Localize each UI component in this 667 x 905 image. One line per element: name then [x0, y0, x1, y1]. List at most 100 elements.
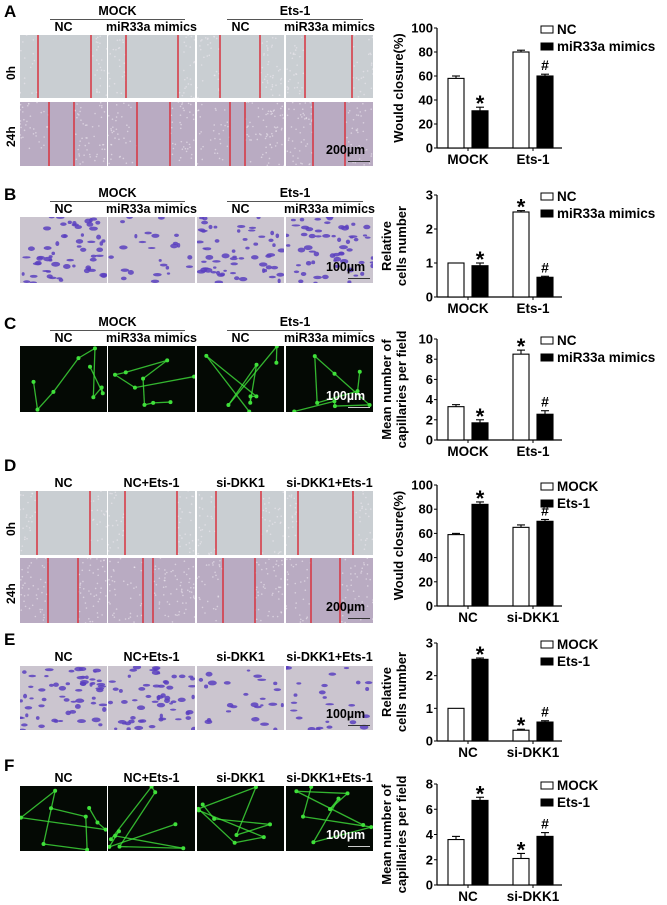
micrograph-scratch0 [197, 35, 284, 98]
micrograph-transwell [108, 217, 195, 283]
column-label: NC+Ets-1 [123, 476, 180, 490]
column-label: si-DKK1+Ets-1 [286, 771, 373, 785]
legend-swatch [540, 353, 554, 362]
significance-mark: * [476, 486, 485, 511]
legend-label: NC [557, 22, 577, 37]
category-label: MOCK [447, 301, 488, 316]
bar [471, 658, 489, 742]
panel-letter: B [4, 185, 17, 204]
panel-letter: E [4, 630, 16, 649]
category-label: NC [458, 745, 478, 760]
y-axis-label: Relative [379, 667, 394, 717]
y-tick-label: 0 [426, 141, 433, 156]
micrograph-scratch0 [20, 491, 107, 555]
group-header: Ets-1 [279, 4, 311, 18]
legend-label: miR33a mimics [557, 39, 655, 54]
significance-mark: * [476, 247, 485, 272]
group-underline [50, 201, 185, 202]
category-label: si-DKK1 [507, 610, 560, 625]
micrograph-tube [108, 786, 195, 851]
legend-swatch [540, 25, 554, 34]
scale-bar [348, 846, 370, 847]
bar [512, 51, 530, 149]
micrograph-scratch24 [286, 558, 373, 623]
column-label: miR33a mimics [105, 331, 198, 345]
y-axis-label: Would closure(%) [391, 491, 406, 601]
y-tick-label: 2 [426, 852, 433, 867]
legend-label: miR33a mimics [557, 350, 655, 365]
bar [536, 75, 554, 149]
legend-swatch [540, 209, 554, 218]
category-label: Ets-1 [516, 301, 550, 316]
bar [536, 721, 554, 742]
category-label: NC [458, 610, 478, 625]
significance-mark: # [541, 502, 549, 518]
y-tick-label: 6 [426, 372, 433, 387]
scale-bar-label: 200µm [326, 600, 366, 614]
y-tick-label: 4 [426, 827, 434, 842]
column-label: NC [54, 476, 73, 490]
y-tick-label: 8 [426, 352, 433, 367]
scale-bar-label: 100µm [326, 260, 366, 274]
category-label: MOCK [447, 444, 488, 459]
chart-C: 0 2 4 6 8 10 Mean number of capillaries per fie… [379, 331, 655, 459]
group-header: MOCK [98, 4, 137, 18]
y-axis-label: Relative [379, 221, 394, 271]
y-tick-label: 3 [426, 636, 433, 651]
y-tick-label: 100 [411, 478, 433, 493]
y-axis-label: Mean number of [379, 339, 394, 440]
category-label: Ets-1 [516, 152, 550, 167]
bar [471, 503, 489, 607]
micrograph-transwell [286, 217, 373, 283]
y-axis-label: cells number [394, 206, 409, 286]
y-tick-label: 60 [419, 69, 433, 84]
scale-bar [348, 618, 370, 619]
legend-label: MOCK [557, 778, 598, 793]
scale-bar [348, 407, 370, 408]
micrograph-tube [20, 346, 107, 412]
scale-bar-label: 200µm [326, 143, 366, 157]
group-header: Ets-1 [279, 315, 311, 329]
y-tick-label: 1 [426, 256, 433, 271]
column-label: NC [231, 202, 250, 216]
category-label: Ets-1 [516, 444, 550, 459]
panel-letter: F [4, 756, 15, 775]
y-tick-label: 6 [426, 802, 433, 817]
bar [471, 110, 489, 149]
chart-B: 0 1 2 3 Relative cells number MOCK Ets-1 NC miR33… [379, 188, 655, 317]
panel-letter: A [4, 2, 17, 21]
y-tick-label: 20 [419, 117, 433, 132]
scale-bar-label: 100µm [326, 707, 366, 721]
legend-label: NC [557, 333, 577, 348]
y-tick-label: 40 [419, 550, 433, 565]
micrograph-scratch0 [197, 491, 284, 555]
bar [512, 353, 530, 441]
column-label: si-DKK1 [216, 771, 265, 785]
legend-label: MOCK [557, 637, 598, 652]
legend-swatch [540, 499, 554, 508]
significance-mark: * [476, 781, 485, 806]
chart-A: 0 20 40 60 80 100 Would closure(%) MOCK Ets-1 NC m… [391, 21, 655, 168]
legend-label: Ets-1 [557, 654, 591, 669]
bar [512, 211, 530, 298]
legend-swatch [540, 640, 554, 649]
chart-E: 0 1 2 3 Relative cells number NC si-DKK1 MOCK Ets… [379, 636, 598, 761]
y-tick-label: 0 [426, 290, 433, 305]
micrograph-tube [108, 346, 195, 412]
group-header: MOCK [98, 315, 137, 329]
column-label: miR33a mimics [283, 331, 376, 345]
y-tick-label: 1 [426, 701, 433, 716]
significance-mark: * [517, 334, 526, 359]
y-tick-label: 3 [426, 188, 433, 203]
column-label: NC [54, 771, 73, 785]
chart-F: 0 2 4 6 8 Mean number of capillaries per field… [379, 776, 598, 904]
panel-letter: D [4, 456, 17, 475]
bar [512, 857, 530, 886]
group-underline [50, 19, 185, 20]
column-label: NC [231, 20, 250, 34]
legend-swatch [540, 192, 554, 201]
column-label: miR33a mimics [283, 202, 376, 216]
bar [447, 406, 465, 441]
scale-bar [348, 161, 370, 162]
